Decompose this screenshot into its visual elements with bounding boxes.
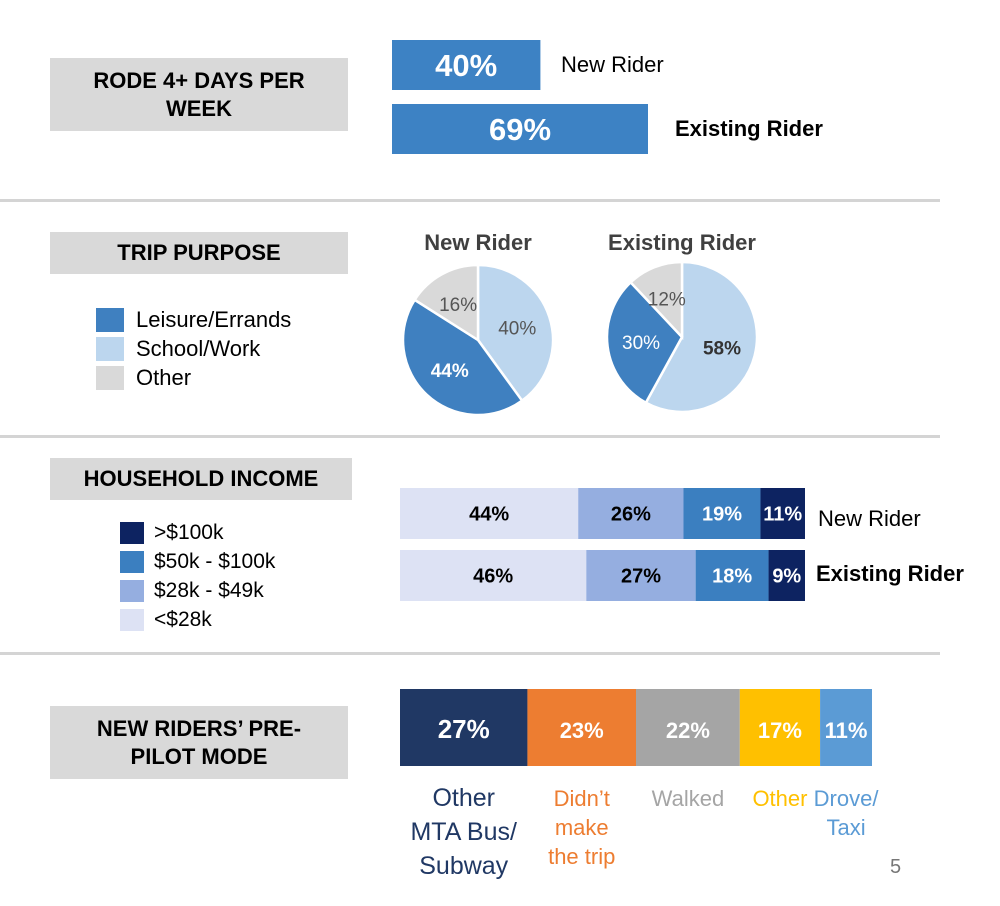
- legend-label: Leisure/Errands: [136, 306, 292, 332]
- pie-slice: [412, 263, 480, 343]
- purpose-legend: Leisure/Errands School/Work Other: [96, 305, 291, 392]
- mode-category-label: Taxi: [826, 815, 865, 840]
- pie-value-label: 44%: [431, 361, 469, 382]
- legend-label: $28k - $49k: [154, 578, 264, 602]
- legend-swatch: [96, 307, 124, 332]
- mode-title: NEW RIDERS’ PRE- PILOT MODE: [50, 706, 348, 779]
- purpose-title: TRIP PURPOSE: [50, 232, 348, 274]
- pie-slice: [605, 280, 684, 405]
- mode-value-label: 17%: [758, 718, 802, 743]
- mode-bar-segment: [527, 689, 636, 766]
- section-divider: [0, 435, 940, 438]
- income-value-label: 9%: [772, 566, 801, 588]
- legend-swatch: [120, 579, 144, 602]
- mode-value-label: 22%: [666, 718, 710, 743]
- frequency-bar-chart: 40% 69%: [392, 40, 648, 154]
- income-bar-segment: [695, 550, 769, 601]
- mode-value-label: 23%: [560, 718, 604, 743]
- mode-bar-segment: [739, 689, 821, 766]
- section-divider: [0, 199, 940, 202]
- mode-category-label: Other: [432, 784, 495, 812]
- income-bar-segment: [400, 488, 579, 539]
- mode-value-label: 11%: [825, 718, 868, 743]
- mode-category-label: Drove/: [814, 786, 880, 811]
- mode-category-label: the trip: [548, 844, 615, 869]
- page-number: 5: [890, 856, 902, 878]
- mode-stacked-bar-chart: 27% Other MTA Bus/Subway 23% Didn’t make the t…: [400, 689, 880, 880]
- income-value-label: 44%: [469, 504, 509, 526]
- frequency-category-label: Existing Rider: [675, 116, 823, 141]
- pie-value-label: 58%: [703, 338, 741, 359]
- income-value-label: 46%: [473, 566, 513, 588]
- pie-slice: [401, 298, 524, 417]
- income-value-label: 19%: [702, 504, 742, 526]
- mode-category-label: Didn’t: [554, 786, 610, 811]
- income-title: HOUSEHOLD INCOME: [50, 458, 352, 500]
- income-category-label: New Rider: [818, 506, 921, 531]
- legend-label: <$28k: [154, 607, 212, 631]
- pie-title: New Rider: [424, 230, 532, 255]
- legend-swatch: [120, 608, 144, 631]
- pie-title: Existing Rider: [608, 230, 756, 255]
- income-bar-segment: [586, 550, 696, 601]
- income-bar-segment: [400, 550, 587, 601]
- mode-value-label: 27%: [438, 714, 490, 744]
- pie-value-label: 12%: [648, 290, 686, 311]
- legend-label: >$100k: [154, 520, 224, 544]
- legend-swatch: [96, 365, 124, 390]
- purpose-pie-charts: 40% 44% 16% New Rider 58% 30% 12% Existing Ride…: [401, 230, 759, 417]
- legend-item: <$28k: [120, 605, 275, 634]
- legend-label: $50k - $100k: [154, 549, 276, 573]
- pie-value-label: 30%: [622, 333, 660, 354]
- income-value-label: 26%: [611, 504, 651, 526]
- frequency-value-label: 40%: [435, 48, 497, 83]
- frequency-value-label: 69%: [489, 112, 551, 147]
- legend-swatch: [120, 521, 144, 544]
- pie-slice: [628, 260, 684, 341]
- pie-slice: [644, 260, 759, 414]
- mode-category-label: Other: [752, 786, 807, 811]
- legend-item: >$100k: [120, 518, 275, 547]
- pie-slice: [476, 263, 555, 403]
- income-value-label: 11%: [763, 504, 802, 526]
- mode-category-label: make: [555, 815, 609, 840]
- income-bar-segment: [683, 488, 761, 539]
- mode-bar-segment: [636, 689, 740, 766]
- section-divider: [0, 652, 940, 655]
- legend-item: Other: [96, 363, 291, 392]
- mode-category-label: MTA Bus/: [410, 818, 517, 846]
- pie-value-label: 40%: [498, 318, 536, 339]
- legend-item: $50k - $100k: [120, 547, 275, 576]
- frequency-title: RODE 4+ DAYS PER WEEK: [50, 58, 348, 131]
- legend-item: $28k - $49k: [120, 576, 275, 605]
- legend-label: Other: [136, 364, 192, 390]
- mode-category-label: Walked: [652, 786, 725, 811]
- income-bar-segment: [578, 488, 684, 539]
- legend-item: School/Work: [96, 334, 291, 363]
- mode-category-label: Subway: [419, 852, 508, 880]
- income-value-label: 18%: [712, 566, 752, 588]
- income-bar-segment: [760, 488, 805, 539]
- frequency-bar: [392, 104, 648, 154]
- pie-value-label: 16%: [439, 295, 477, 316]
- income-category-label: Existing Rider: [816, 561, 964, 586]
- mode-bar-segment: [400, 689, 528, 766]
- income-value-label: 27%: [621, 566, 661, 588]
- income-legend: >$100k $50k - $100k $28k - $49k <$28k: [120, 518, 275, 634]
- income-stacked-bar-chart: 44% 26% 19% 11% 46% 27% 18% 9%: [400, 488, 805, 601]
- frequency-category-label: New Rider: [561, 52, 664, 77]
- legend-label: School/Work: [136, 335, 261, 361]
- frequency-bar: [392, 40, 541, 90]
- legend-swatch: [120, 550, 144, 573]
- mode-bar-segment: [820, 689, 872, 766]
- legend-item: Leisure/Errands: [96, 305, 291, 334]
- income-bar-segment: [768, 550, 805, 601]
- legend-swatch: [96, 336, 124, 361]
